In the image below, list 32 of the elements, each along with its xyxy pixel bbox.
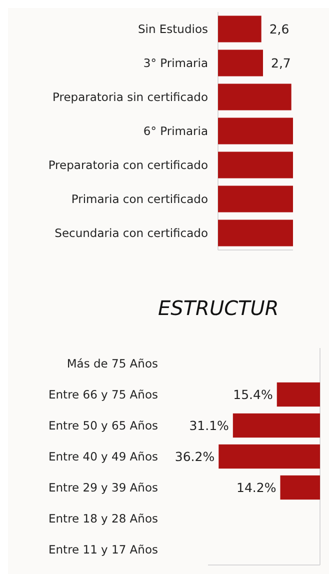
y-tick-label: Preparatoria sin certificado	[52, 90, 208, 104]
bar	[218, 16, 262, 42]
bar	[218, 444, 320, 469]
y-tick-label: Entre 40 y 49 Años	[48, 450, 158, 464]
bar	[232, 413, 320, 438]
data-label: 14.2%	[236, 480, 276, 495]
data-label: 31.1%	[189, 418, 230, 433]
y-tick-label: Entre 11 y 17 Años	[48, 542, 158, 557]
y-tick-label: Entre 50 y 65 Años	[48, 418, 158, 433]
data-label: 2,6	[269, 21, 290, 36]
bar	[218, 118, 293, 144]
y-tick-label: Entre 66 y 75 Años	[48, 388, 158, 402]
y-tick-label: Entre 29 y 39 Años	[48, 480, 158, 495]
y-tick-label: Más de 75 Años	[66, 356, 158, 371]
bar	[276, 382, 320, 407]
data-label: 36.2%	[174, 448, 215, 464]
y-tick-label: 3° Primaria	[143, 56, 208, 70]
y-tick-label: Preparatoria con certificado	[48, 158, 208, 172]
bar	[218, 220, 293, 246]
bar	[218, 84, 292, 110]
y-tick-label: 6° Primaria	[143, 124, 208, 138]
y-tick-label: Primaria con certificado	[71, 192, 208, 206]
bar	[280, 475, 320, 500]
bar	[218, 186, 293, 212]
y-tick-label: Sin Estudios	[138, 22, 208, 36]
chart-title: ESTRUCTUR	[158, 296, 279, 320]
y-tick-label: Secundaria con certificado	[54, 226, 208, 240]
y-tick-label: Entre 18 y 28 Años	[48, 512, 158, 526]
bar	[218, 50, 263, 76]
bar	[218, 152, 293, 178]
data-label: 2,7	[271, 55, 291, 70]
data-label: 15.4%	[233, 386, 273, 402]
